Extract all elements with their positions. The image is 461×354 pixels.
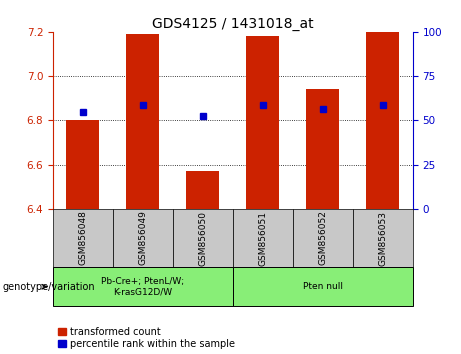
Text: Pten null: Pten null: [303, 282, 343, 291]
Bar: [246, 36, 279, 209]
Bar: [126, 34, 160, 209]
Bar: [233, 267, 413, 306]
Text: GSM856050: GSM856050: [198, 211, 207, 266]
Bar: [113, 209, 173, 267]
Text: GSM856049: GSM856049: [138, 211, 148, 266]
Text: Pb-Cre+; PtenL/W;
K-rasG12D/W: Pb-Cre+; PtenL/W; K-rasG12D/W: [101, 277, 184, 296]
Bar: [53, 209, 113, 267]
Text: GSM856053: GSM856053: [378, 211, 387, 266]
Bar: [233, 209, 293, 267]
Bar: [66, 120, 100, 209]
Bar: [173, 209, 233, 267]
Bar: [53, 267, 233, 306]
Bar: [186, 171, 219, 209]
Text: GSM856048: GSM856048: [78, 211, 88, 266]
Legend: transformed count, percentile rank within the sample: transformed count, percentile rank withi…: [58, 327, 235, 349]
Bar: [306, 89, 339, 209]
Text: GSM856051: GSM856051: [258, 211, 267, 266]
Bar: [366, 32, 399, 209]
Title: GDS4125 / 1431018_at: GDS4125 / 1431018_at: [152, 17, 313, 31]
Bar: [353, 209, 413, 267]
Text: GSM856052: GSM856052: [318, 211, 327, 266]
Bar: [293, 209, 353, 267]
Text: genotype/variation: genotype/variation: [2, 282, 95, 292]
